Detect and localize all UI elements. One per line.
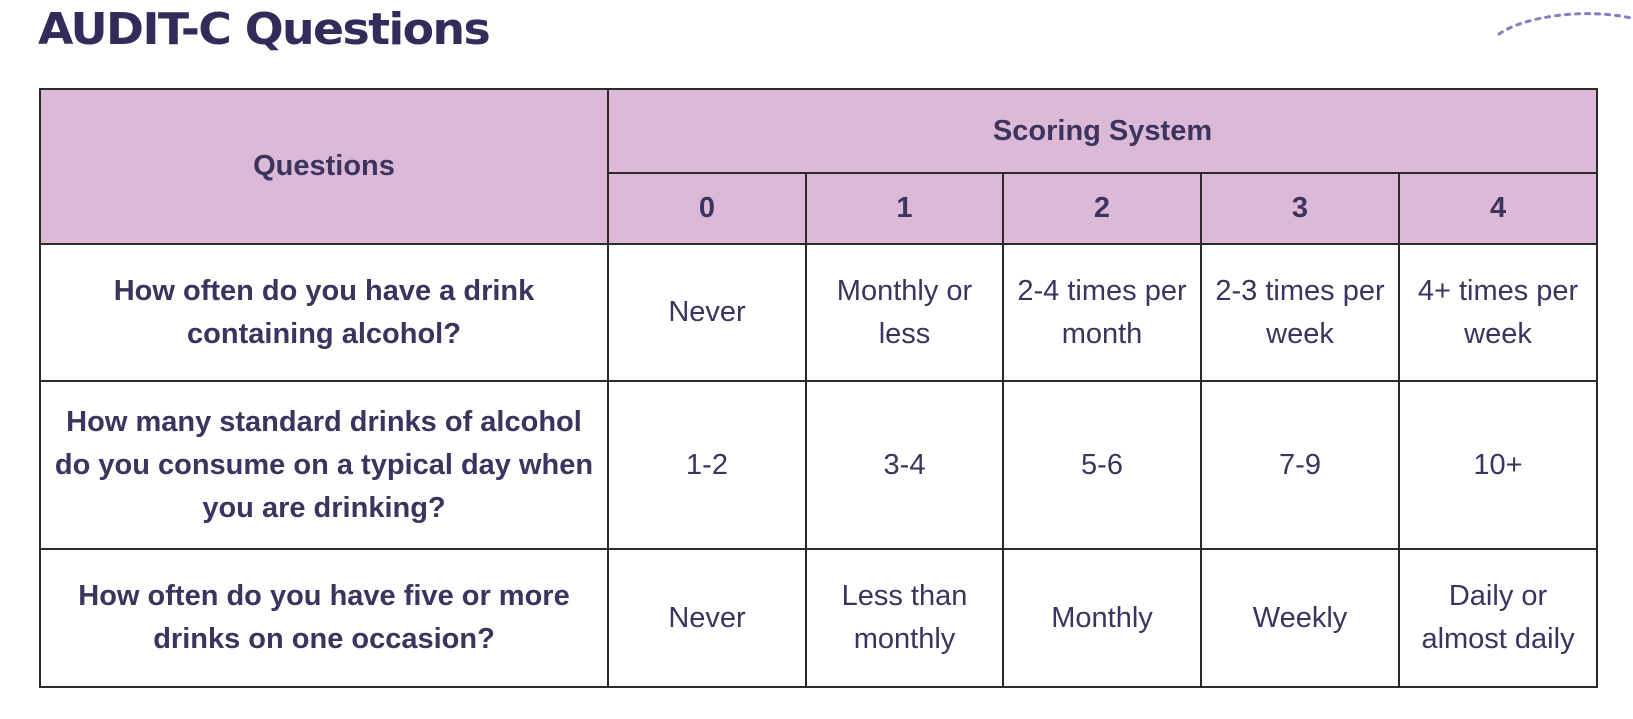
question-cell: How often do you have a drink containing… <box>39 243 609 382</box>
answer-cell: Never <box>607 548 807 688</box>
answer-cell: 3-4 <box>805 380 1004 550</box>
question-cell: How many standard drinks of alcohol do y… <box>39 380 609 550</box>
score-header-2: 2 <box>1002 172 1202 245</box>
answer-cell: 10+ <box>1397 380 1599 550</box>
score-header-1: 1 <box>805 172 1004 245</box>
score-header-3: 3 <box>1200 172 1400 245</box>
answer-cell: Weekly <box>1200 548 1400 688</box>
table-row: How often do you have a drink containing… <box>39 243 1599 382</box>
answer-cell: 1-2 <box>607 380 807 550</box>
answer-cell: 2-3 times per week <box>1200 243 1400 382</box>
scoring-system-header: Scoring System <box>606 88 1599 174</box>
table-row: How many standard drinks of alcohol do y… <box>39 380 1599 550</box>
page-title: AUDIT-C Questions <box>38 4 491 55</box>
answer-cell: 2-4 times per month <box>1002 243 1202 382</box>
audit-c-table: Questions Scoring System 0 1 2 3 4 How o… <box>39 88 1599 688</box>
answer-cell: Monthly or less <box>805 243 1004 382</box>
table-row: How often do you have five or more drink… <box>39 548 1599 688</box>
answer-cell: Daily or almost daily <box>1397 548 1599 688</box>
answer-cell: Less than monthly <box>805 548 1004 688</box>
score-header-4: 4 <box>1397 172 1599 245</box>
answer-cell: Monthly <box>1002 548 1202 688</box>
answer-cell: 4+ times per week <box>1397 243 1599 382</box>
header-row-top: Questions Scoring System <box>39 88 1599 245</box>
answer-cell: 7-9 <box>1200 380 1400 550</box>
questions-header: Questions <box>39 88 609 245</box>
header-row-scores: 0 1 2 3 4 <box>40 172 1599 245</box>
question-cell: How often do you have five or more drink… <box>39 548 609 688</box>
dotted-arc-decoration <box>1497 12 1633 36</box>
answer-cell: 5-6 <box>1002 380 1202 550</box>
answer-cell: Never <box>607 243 807 382</box>
score-header-0: 0 <box>607 172 807 245</box>
